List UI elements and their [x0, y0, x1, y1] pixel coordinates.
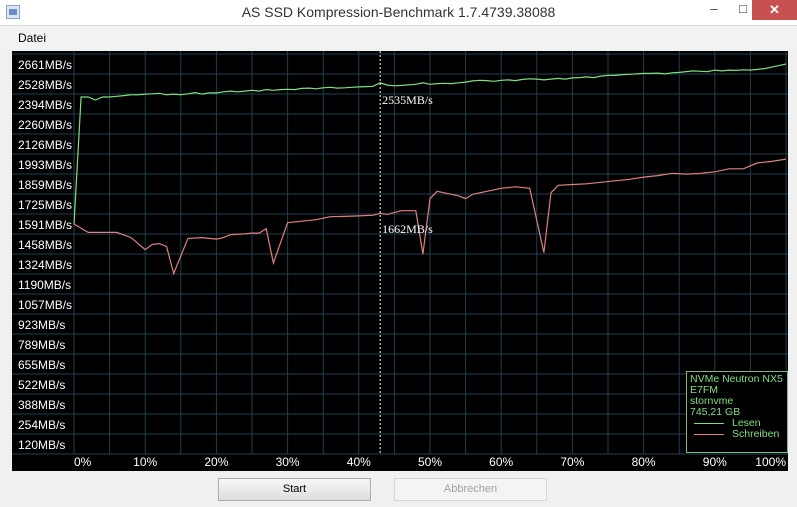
- y-tick-label: 388MB/s: [18, 398, 65, 412]
- x-tick-label: 100%: [755, 455, 786, 469]
- x-tick-label: 40%: [347, 455, 371, 469]
- device-capacity: 745,21 GB: [690, 406, 741, 418]
- cursor-write-label: 1662MB/s: [382, 222, 433, 236]
- y-tick-label: 1591MB/s: [18, 218, 72, 232]
- device-firmware: E7FM: [690, 384, 719, 396]
- menu-datei[interactable]: Datei: [18, 31, 47, 45]
- y-tick-label: 2661MB/s: [18, 58, 72, 72]
- x-tick-label: 70%: [560, 455, 584, 469]
- title-bar: AS SSD Kompression-Benchmark 1.7.4739.38…: [0, 0, 797, 26]
- benchmark-chart: 2661MB/s 2528MB/s 2394MB/s 2260MB/s 2126MB/s…: [12, 51, 788, 471]
- y-tick-label: 1057MB/s: [18, 298, 72, 312]
- legend-write-swatch: [694, 434, 724, 435]
- chart-canvas: 2661MB/s 2528MB/s 2394MB/s 2260MB/s 2126MB/s…: [12, 51, 788, 469]
- start-button[interactable]: Start: [218, 478, 371, 501]
- legend-write-label: Schreiben: [732, 428, 780, 440]
- y-tick-label: 254MB/s: [18, 418, 65, 432]
- series-line-lesen: [73, 63, 787, 225]
- x-tick-label: 0%: [74, 455, 92, 469]
- minimize-button[interactable]: –: [710, 1, 718, 16]
- device-driver: stornvme: [690, 395, 734, 407]
- device-model: NVMe Neutron NX5: [690, 373, 783, 385]
- y-tick-label: 789MB/s: [18, 338, 65, 352]
- y-tick-label: 1859MB/s: [18, 178, 72, 192]
- y-tick-label: 1458MB/s: [18, 238, 72, 252]
- maximize-button[interactable]: □: [739, 1, 747, 16]
- y-tick-label: 1725MB/s: [18, 198, 72, 212]
- x-tick-label: 50%: [418, 455, 442, 469]
- y-tick-label: 923MB/s: [18, 318, 65, 332]
- y-tick-label: 522MB/s: [18, 378, 65, 392]
- x-tick-label: 90%: [703, 455, 727, 469]
- device-legend: NVMe Neutron NX5 E7FM stornvme 745,21 GB…: [686, 371, 788, 453]
- y-tick-label: 2528MB/s: [18, 78, 72, 92]
- y-tick-label: 1190MB/s: [18, 278, 71, 292]
- legend-read: Lesen: [690, 418, 784, 429]
- x-tick-label: 10%: [133, 455, 157, 469]
- app-icon: [6, 5, 20, 19]
- menu-bar: Datei: [0, 26, 797, 49]
- x-tick-label: 60%: [489, 455, 513, 469]
- y-tick-label: 655MB/s: [18, 358, 65, 372]
- y-tick-label: 2126MB/s: [18, 138, 72, 152]
- legend-read-swatch: [694, 423, 724, 424]
- y-tick-label: 1324MB/s: [18, 258, 72, 272]
- y-tick-label: 2394MB/s: [18, 98, 72, 112]
- abort-button[interactable]: Abbrechen: [394, 478, 547, 501]
- x-tick-label: 30%: [276, 455, 300, 469]
- y-tick-label: 120MB/s: [18, 438, 65, 452]
- y-tick-label: 2260MB/s: [18, 118, 72, 132]
- close-button[interactable]: ✕: [752, 0, 797, 20]
- legend-write: Schreiben: [690, 429, 784, 440]
- y-tick-label: 1993MB/s: [18, 158, 72, 172]
- window-title: AS SSD Kompression-Benchmark 1.7.4739.38…: [241, 4, 556, 20]
- x-tick-label: 20%: [204, 455, 228, 469]
- x-tick-label: 80%: [632, 455, 656, 469]
- legend-read-label: Lesen: [732, 417, 761, 429]
- cursor-read-label: 2535MB/s: [382, 93, 433, 107]
- series-line-schreiben: [73, 158, 787, 276]
